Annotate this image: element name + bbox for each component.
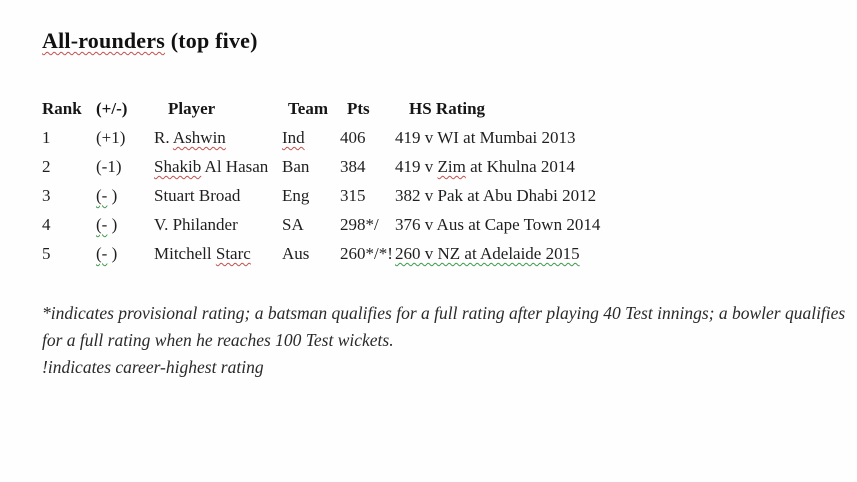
cell-team: Aus: [282, 241, 340, 270]
text-segment: Ban: [282, 157, 310, 176]
text-segment: 3: [42, 186, 51, 205]
text-segment: at Khulna 2014: [465, 157, 575, 176]
title-rest: (top five): [165, 28, 258, 53]
spellcheck-underlined-text: Starc: [215, 244, 251, 263]
text-segment: 5: [42, 244, 51, 263]
spellcheck-underlined-text: Shakib: [154, 157, 202, 176]
cell-hs: 419 v WI at Mumbai 2013: [395, 125, 685, 154]
header-hs-rating: HS Rating: [409, 99, 486, 118]
footnote-provisional-rating: *indicates provisional rating; a batsman…: [42, 303, 846, 350]
cell-hs: 376 v Aus at Cape Town 2014: [395, 212, 685, 241]
text-segment: Mitchell: [154, 244, 216, 263]
text-segment: 419 v: [395, 157, 438, 176]
table-row: 1 (+1) R. Ashwin Ind 406 419 v WI at Mumbai 2…: [42, 125, 685, 154]
cell-rank: 3: [42, 183, 96, 212]
cell-change: (- ): [96, 241, 154, 270]
cell-player: Stuart Broad: [154, 183, 282, 212]
text-segment: ): [107, 186, 118, 205]
spellcheck-underlined-text: Ashwin: [172, 128, 226, 147]
cell-pts: 406: [340, 125, 395, 154]
text-segment: (+1): [96, 128, 126, 147]
cell-rank: 1: [42, 125, 96, 154]
text-segment: 382 v Pak at Abu Dhabi 2012: [395, 186, 597, 205]
grammar-underlined-text: (-: [96, 186, 108, 205]
header-player: Player: [168, 99, 216, 118]
cell-pts: 298*/: [340, 212, 395, 241]
cell-player: Mitchell Starc: [154, 241, 282, 270]
cell-hs: 260 v NZ at Adelaide 2015: [395, 241, 685, 270]
text-segment: R.: [154, 128, 173, 147]
cell-rank: 4: [42, 212, 96, 241]
grammar-underlined-text: 260 v NZ at Adelaide 2015: [395, 244, 580, 263]
cell-player: V. Philander: [154, 212, 282, 241]
text-segment: 315: [340, 186, 366, 205]
rankings-table: Rank (+/-) Player Team Pts HS Rating 1 (+…: [42, 96, 685, 270]
table-row: 3 (- ) Stuart Broad Eng 315 382 v Pak at Abu…: [42, 183, 685, 212]
text-segment: 2: [42, 157, 51, 176]
text-segment: 260*/*!: [340, 244, 393, 263]
header-rank: Rank: [42, 99, 82, 118]
text-segment: 384: [340, 157, 366, 176]
footnote-career-highest: !indicates career-highest rating: [42, 357, 264, 377]
cell-hs: 419 v Zim at Khulna 2014: [395, 154, 685, 183]
cell-rank: 5: [42, 241, 96, 270]
cell-team: Ind: [282, 125, 340, 154]
cell-change: (- ): [96, 212, 154, 241]
cell-rank: 2: [42, 154, 96, 183]
text-segment: Stuart Broad: [154, 186, 241, 205]
table-row: 4 (- ) V. Philander SA 298*/ 376 v Aus at Ca…: [42, 212, 685, 241]
spellcheck-underlined-text: Ind: [282, 128, 305, 147]
text-segment: V. Philander: [154, 215, 238, 234]
text-segment: (-1): [96, 157, 122, 176]
cell-hs: 382 v Pak at Abu Dhabi 2012: [395, 183, 685, 212]
text-segment: 406: [340, 128, 366, 147]
cell-player: Shakib Al Hasan: [154, 154, 282, 183]
cell-team: Ban: [282, 154, 340, 183]
cell-team: SA: [282, 212, 340, 241]
text-segment: Aus: [282, 244, 310, 263]
cell-change: (-1): [96, 154, 154, 183]
header-team: Team: [288, 99, 328, 118]
page-title: All-rounders (top five): [42, 28, 258, 54]
grammar-underlined-text: (-: [96, 244, 108, 263]
text-segment: 419 v WI at Mumbai 2013: [395, 128, 576, 147]
text-segment: ): [107, 244, 118, 263]
text-segment: SA: [282, 215, 304, 234]
cell-change: (+1): [96, 125, 154, 154]
rankings-table-body: 1 (+1) R. Ashwin Ind 406 419 v WI at Mumbai 2…: [42, 125, 685, 270]
cell-pts: 384: [340, 154, 395, 183]
header-pts: Pts: [347, 99, 370, 118]
text-segment: 1: [42, 128, 51, 147]
text-segment: ): [107, 215, 118, 234]
text-segment: 376 v Aus at Cape Town 2014: [395, 215, 601, 234]
footnotes: *indicates provisional rating; a batsman…: [42, 300, 846, 381]
title-spellcheck-word: All-rounders: [42, 28, 166, 53]
cell-team: Eng: [282, 183, 340, 212]
cell-change: (- ): [96, 183, 154, 212]
cell-pts: 260*/*!: [340, 241, 395, 270]
header-row: Rank (+/-) Player Team Pts HS Rating: [42, 96, 685, 125]
text-segment: 4: [42, 215, 51, 234]
table-row: 5 (- ) Mitchell Starc Aus 260*/*! 260 v NZ a…: [42, 241, 685, 270]
header-change: (+/-): [96, 99, 128, 118]
text-segment: 298*/: [340, 215, 379, 234]
table-row: 2 (-1) Shakib Al Hasan Ban 384 419 v Zim at K…: [42, 154, 685, 183]
text-segment: Eng: [282, 186, 310, 205]
text-segment: Al Hasan: [201, 157, 269, 176]
grammar-underlined-text: (-: [96, 215, 108, 234]
rankings-table-header: Rank (+/-) Player Team Pts HS Rating: [42, 96, 685, 125]
cell-pts: 315: [340, 183, 395, 212]
spellcheck-underlined-text: Zim: [437, 157, 466, 176]
cell-player: R. Ashwin: [154, 125, 282, 154]
